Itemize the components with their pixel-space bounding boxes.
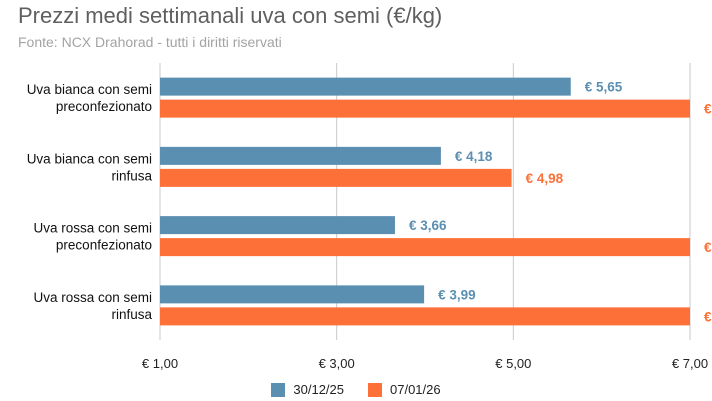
legend-swatch-series-2	[368, 382, 382, 397]
bar	[160, 168, 512, 187]
data-label: € 4,98	[526, 171, 564, 186]
category-label: preconfezionato	[56, 99, 152, 114]
bar	[160, 285, 425, 304]
legend-item-series-1: 30/12/25	[271, 382, 344, 397]
category-label: Uva bianca con semi	[27, 151, 152, 166]
category-label: rinfusa	[111, 307, 152, 322]
x-tick-label: € 7,00	[672, 356, 708, 371]
data-label: €	[704, 240, 712, 255]
category-label: Uva rossa con semi	[33, 221, 152, 236]
data-label: € 3,99	[438, 287, 476, 302]
legend-label-series-2: 07/01/26	[390, 382, 441, 397]
bar	[160, 146, 441, 165]
data-label: €	[704, 102, 712, 117]
bar	[160, 77, 571, 96]
legend-label-series-1: 30/12/25	[293, 382, 344, 397]
chart-subtitle: Fonte: NCX Drahorad - tutti i diritti ri…	[18, 34, 282, 50]
x-tick-label: € 1,00	[142, 356, 178, 371]
x-tick-label: € 5,00	[495, 356, 531, 371]
bar	[160, 238, 690, 257]
bar	[160, 216, 395, 235]
category-label: Uva bianca con semi	[27, 82, 152, 97]
category-label: Uva rossa con semi	[33, 290, 152, 305]
x-tick-label: € 3,00	[319, 356, 355, 371]
bar	[160, 307, 690, 326]
legend-item-series-2: 07/01/26	[368, 382, 441, 397]
data-label: € 5,65	[585, 80, 623, 95]
legend-swatch-series-1	[271, 382, 286, 397]
legend: 30/12/25 07/01/26	[0, 382, 712, 397]
bar	[160, 99, 690, 118]
chart-title: Prezzi medi settimanali uva con semi (€/…	[18, 3, 443, 28]
data-label: €	[704, 309, 712, 324]
category-label: rinfusa	[111, 168, 152, 183]
data-label: € 3,66	[409, 218, 447, 233]
category-label: preconfezionato	[56, 238, 152, 253]
data-label: € 4,18	[455, 149, 493, 164]
